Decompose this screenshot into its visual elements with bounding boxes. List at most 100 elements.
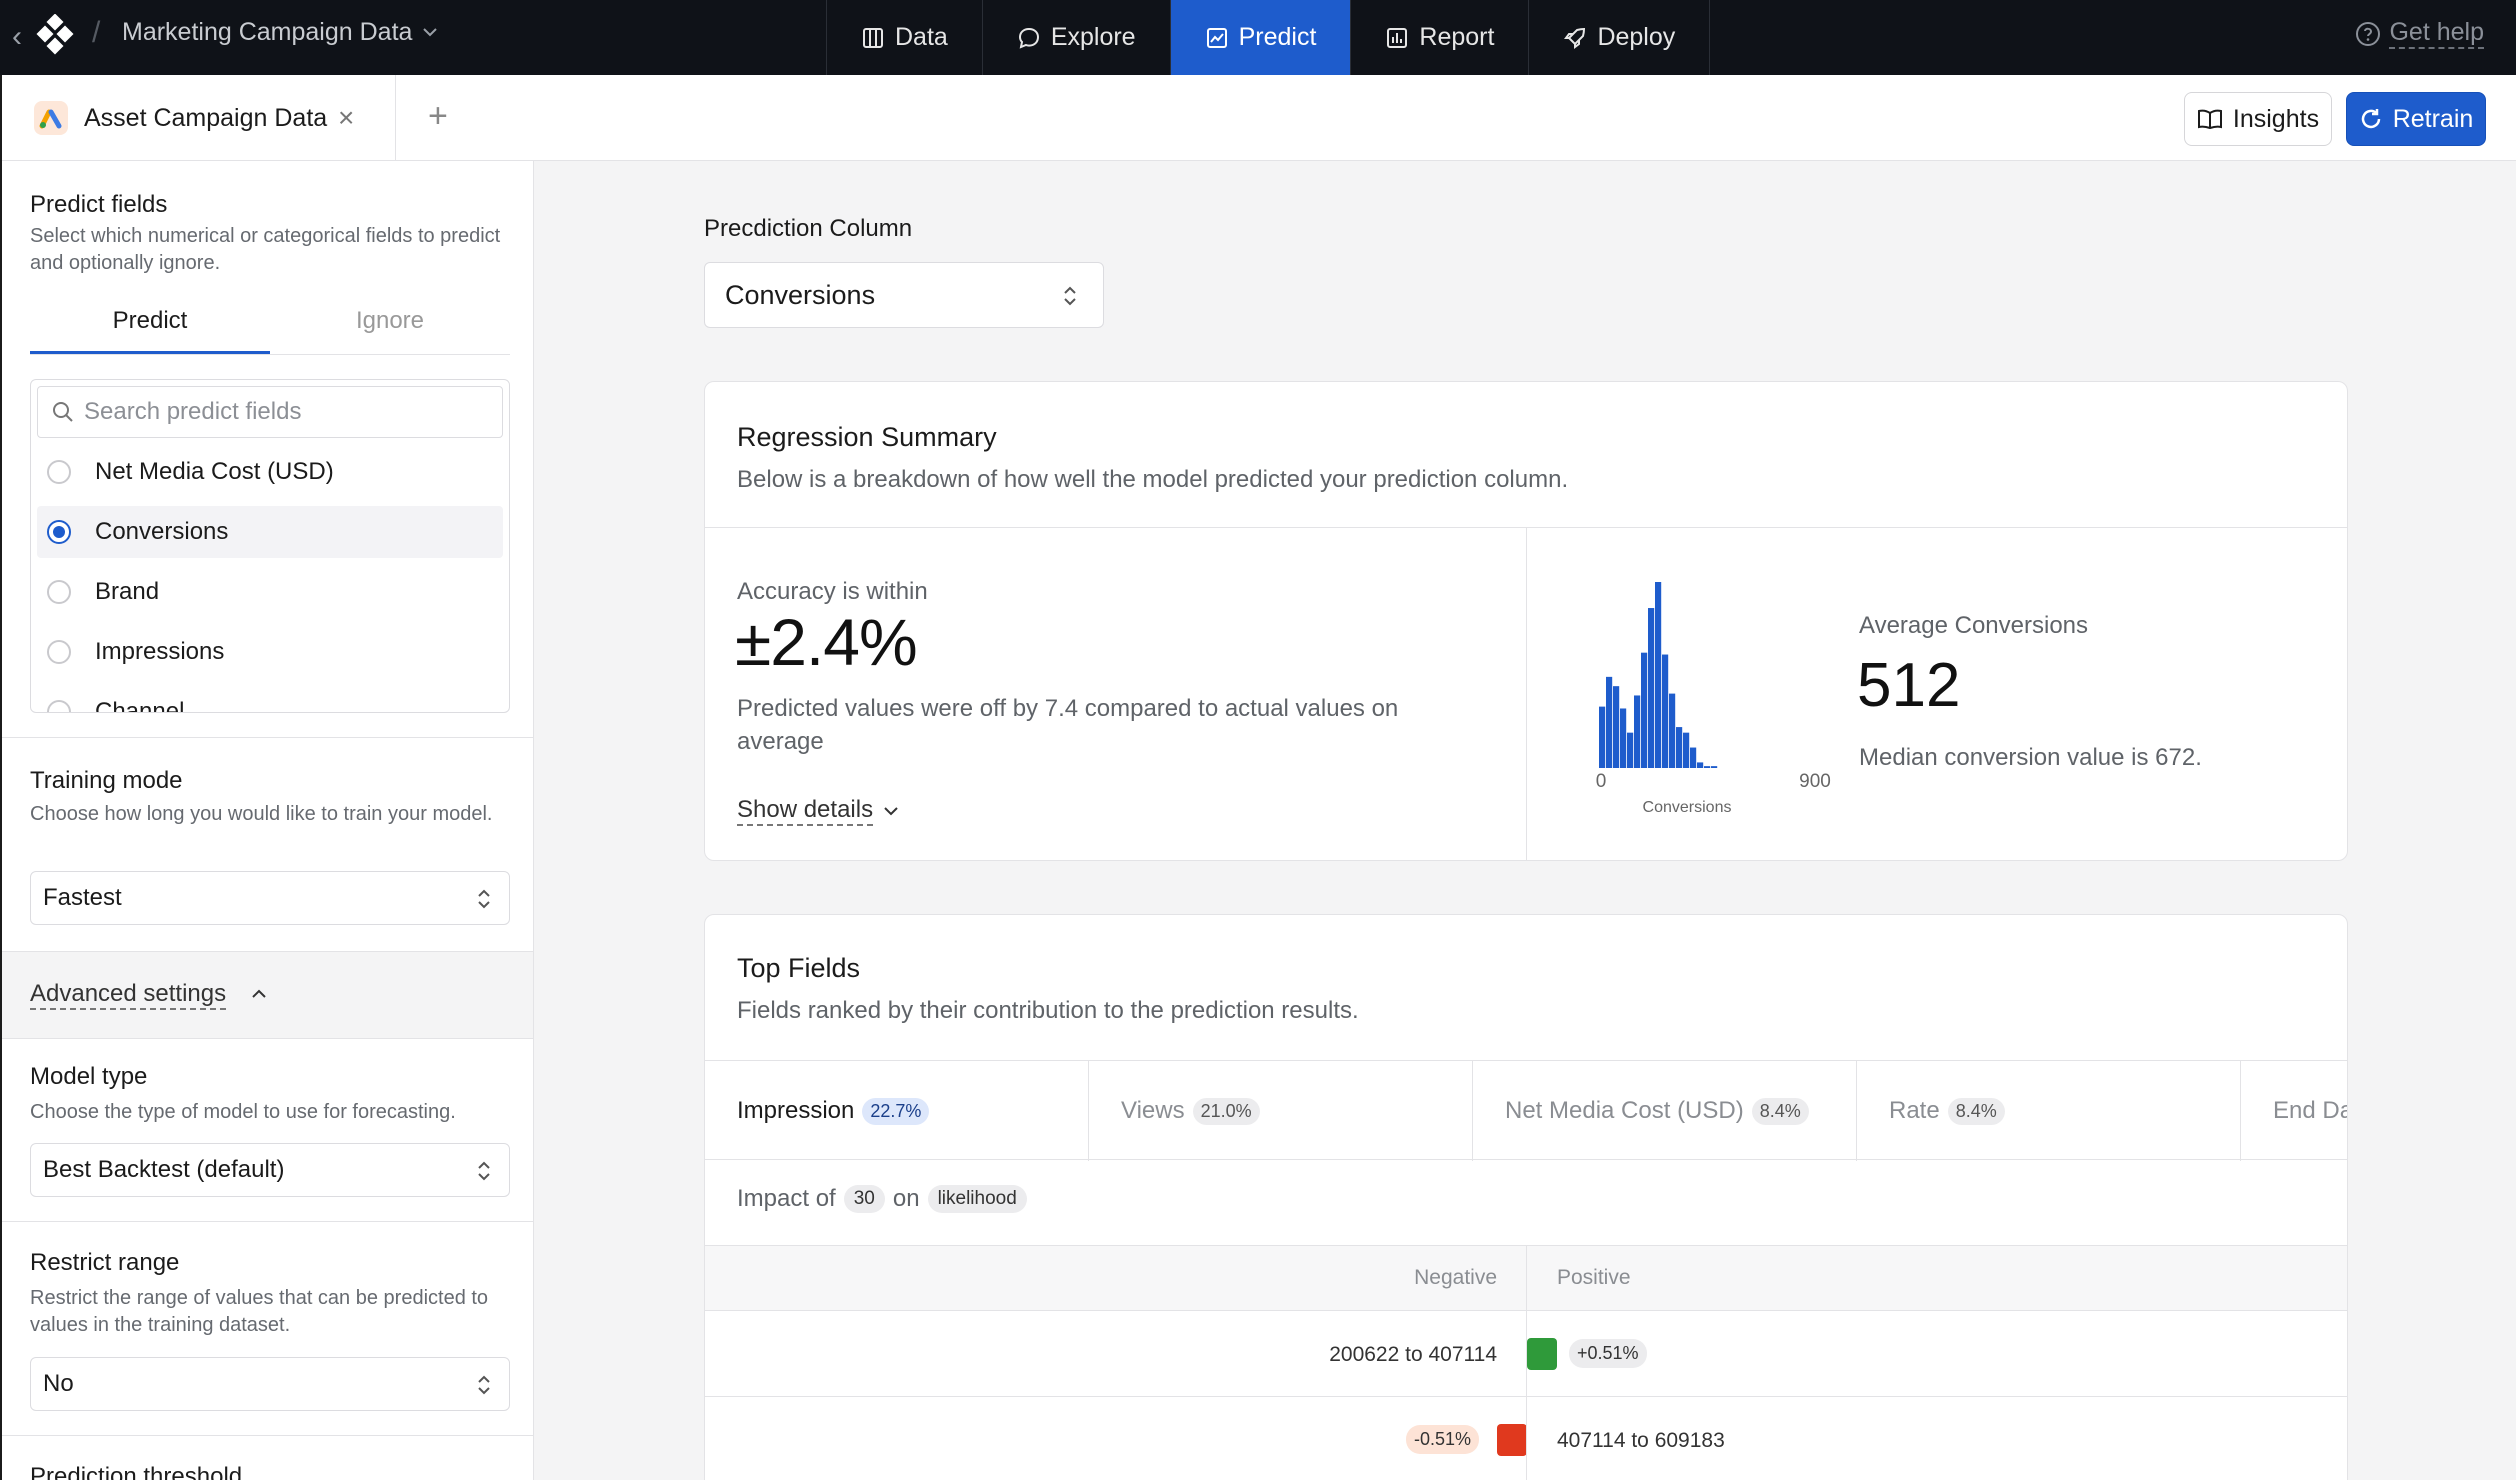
search-input[interactable] [84, 398, 484, 426]
field-tab-net-media-cost[interactable]: Net Media Cost (USD) 8.4% [1473, 1061, 1857, 1161]
field-option-impressions[interactable]: Impressions [37, 626, 503, 678]
impact-percent-badge: +0.51% [1569, 1339, 1647, 1368]
field-tab-views[interactable]: Views 21.0% [1089, 1061, 1473, 1161]
card-column-divider [1526, 528, 1527, 860]
tab-label: Report [1419, 23, 1495, 51]
model-type-title: Model type [30, 1063, 148, 1090]
predict-ignore-tabs: Predict Ignore [30, 295, 510, 355]
field-tab-label: Rate [1889, 1097, 1940, 1124]
tab-label: Predict [1238, 23, 1317, 51]
get-help-link[interactable]: Get help [2355, 18, 2484, 49]
field-tab-percent: 8.4% [1947, 1097, 2005, 1125]
top-fields-tabs: Impression 22.7% Views 21.0% Net Media C… [705, 1060, 2347, 1161]
center-divider [1526, 1397, 1527, 1480]
field-option-brand[interactable]: Brand [37, 566, 503, 618]
impact-target-badge[interactable]: likelihood [927, 1185, 1027, 1213]
chevron-updown-icon [1064, 286, 1076, 306]
section-divider [2, 1435, 533, 1436]
chart-line-icon [1206, 27, 1227, 48]
prediction-threshold-title: Prediction threshold [30, 1463, 243, 1480]
histogram-bar [1606, 676, 1613, 768]
help-circle-icon [2356, 21, 2381, 46]
field-tab-impression[interactable]: Impression 22.7% [705, 1061, 1089, 1161]
retrain-button[interactable]: Retrain [2346, 92, 2486, 146]
top-fields-subtitle: Fields ranked by their contribution to t… [737, 997, 1359, 1024]
field-tab-end-date[interactable]: End Da [2241, 1061, 2347, 1161]
radio-button[interactable] [47, 700, 71, 712]
negative-impact-bar [1497, 1424, 1527, 1456]
file-tab[interactable]: Asset Campaign Data [0, 75, 396, 161]
insights-label: Insights [2232, 104, 2320, 133]
training-mode-description: Choose how long you would like to train … [30, 803, 493, 825]
histogram-bar [1627, 732, 1634, 768]
field-option-label: Channel [95, 698, 185, 713]
add-tab-icon[interactable]: + [428, 97, 448, 135]
table-row: 200622 to 407114 +0.51% [705, 1311, 2347, 1397]
chat-bubble-icon [1018, 27, 1039, 49]
card-divider [705, 527, 2347, 528]
x-tick-label: 900 [1799, 771, 1831, 792]
tab-data[interactable]: Data [827, 0, 983, 75]
accuracy-label: Accuracy is within [737, 578, 928, 605]
active-tab-indicator [30, 351, 270, 354]
training-mode-select[interactable]: Fastest [30, 871, 510, 925]
histogram-bar [1676, 727, 1683, 768]
center-divider [1526, 1311, 1527, 1397]
histogram-bar [1613, 686, 1620, 768]
rocket-icon [1564, 27, 1586, 49]
impact-percent-badge: -0.51% [1405, 1425, 1479, 1454]
tab-report[interactable]: Report [1351, 0, 1530, 75]
histogram-bar [1648, 608, 1655, 768]
field-tab-rate[interactable]: Rate 8.4% [1857, 1061, 2241, 1161]
restrict-range-select[interactable]: No [30, 1357, 510, 1411]
tab-deploy[interactable]: Deploy [1529, 0, 1711, 75]
radio-button-selected[interactable] [47, 520, 71, 544]
show-details-toggle[interactable]: Show details [737, 796, 901, 826]
impact-value-badge[interactable]: 30 [843, 1185, 885, 1213]
tab-predict-fields[interactable]: Predict [112, 307, 188, 334]
impact-on: on [892, 1185, 920, 1212]
range-label: 200622 to 407114 [1329, 1343, 1497, 1366]
radio-button[interactable] [47, 640, 71, 664]
average-conversions-label: Average Conversions [1859, 612, 2089, 639]
app-logo-icon[interactable] [36, 14, 80, 58]
document-tab-bar: Asset Campaign Data × + Insights Retrain [0, 75, 2516, 161]
histogram-bar [1704, 766, 1711, 768]
histogram-bar [1634, 695, 1641, 768]
search-box [37, 386, 503, 438]
google-ads-icon [34, 101, 68, 135]
histogram-bar [1683, 732, 1690, 768]
field-option-net-media-cost[interactable]: Net Media Cost (USD) [37, 446, 503, 498]
top-bar: ‹ / Marketing Campaign Data Data Explore… [0, 0, 2516, 75]
bar-chart-icon [1387, 27, 1408, 48]
tab-ignore-fields[interactable]: Ignore [355, 307, 425, 334]
project-title[interactable]: Marketing Campaign Data [122, 18, 413, 46]
insights-button[interactable]: Insights [2184, 92, 2332, 146]
histogram-bar [1620, 708, 1627, 768]
model-type-value: Best Backtest (default) [43, 1156, 285, 1183]
advanced-settings-toggle[interactable]: Advanced settings [2, 951, 533, 1039]
field-option-channel[interactable]: Channel [37, 686, 503, 713]
radio-button[interactable] [47, 580, 71, 604]
back-chevron-icon[interactable]: ‹ [12, 20, 22, 53]
model-type-select[interactable]: Best Backtest (default) [30, 1143, 510, 1197]
impact-summary: Impact of 30 on likelihood [737, 1185, 1027, 1213]
predict-fields-title: Predict fields [30, 191, 168, 218]
histogram-bar [1641, 652, 1648, 768]
regression-summary-title: Regression Summary [737, 422, 997, 452]
training-mode-value: Fastest [43, 884, 122, 911]
range-label: 407114 to 609183 [1557, 1429, 1725, 1452]
conversions-histogram: 0 900 Conversions [1596, 582, 1831, 816]
radio-button[interactable] [47, 460, 71, 484]
advanced-settings-label: Advanced settings [30, 980, 227, 1010]
close-icon[interactable]: × [338, 102, 355, 133]
chevron-down-icon[interactable] [420, 22, 440, 42]
tab-predict[interactable]: Predict [1170, 0, 1352, 75]
field-tab-label: Views [1121, 1097, 1185, 1124]
field-option-conversions[interactable]: Conversions [37, 506, 503, 558]
negative-column-header: Negative [1414, 1266, 1497, 1289]
field-tab-percent: 8.4% [1751, 1097, 1809, 1125]
accuracy-value: ±2.4% [735, 605, 918, 679]
prediction-column-select[interactable]: Conversions [704, 262, 1104, 328]
tab-explore[interactable]: Explore [983, 0, 1171, 75]
